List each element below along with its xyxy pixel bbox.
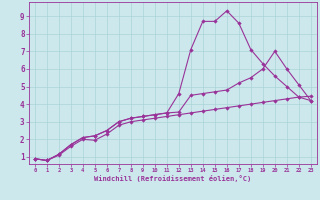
X-axis label: Windchill (Refroidissement éolien,°C): Windchill (Refroidissement éolien,°C) (94, 175, 252, 182)
